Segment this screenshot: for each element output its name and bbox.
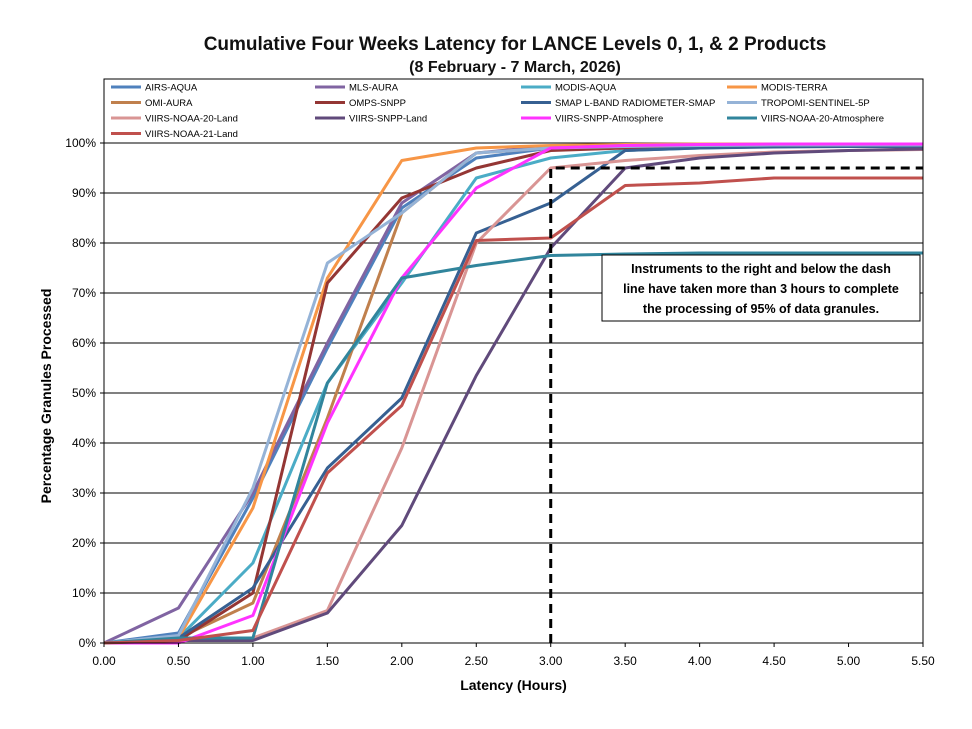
legend-item: OMI-AURA [111, 98, 193, 109]
series-line-viirs-snpp-atmosphere [104, 142, 923, 645]
legend-item: VIIRS-NOAA-21-Land [111, 129, 238, 140]
y-tick-label: 20% [72, 536, 96, 550]
legend-item: VIIRS-SNPP-Atmosphere [521, 114, 663, 125]
y-tick-label: 30% [72, 486, 96, 500]
x-tick-label: 5.00 [837, 654, 861, 668]
legend-label: VIIRS-NOAA-20-Land [145, 114, 238, 125]
y-axis-label: Percentage Granules Processed [38, 289, 54, 504]
legend-item: MLS-AURA [315, 83, 399, 94]
series-line-modis-aqua [103, 143, 924, 645]
axes: 0% 10% 20% 30% 40% 50% 60% 70% 80% 90% 100% 0.00 0.5… [38, 78, 935, 693]
legend-item: TROPOMI-SENTINEL-5P [727, 98, 870, 109]
annotation-box [601, 254, 921, 322]
plot-frame [103, 78, 924, 644]
x-tick-label: 0.00 [92, 654, 116, 668]
legend: AIRS-AQUA MLS-AURA MODIS-AQUA MODIS-TERRA OM… [111, 83, 884, 140]
threshold-line [549, 166, 923, 643]
x-tick-label: 1.00 [241, 654, 265, 668]
annotation: Instruments to the right and below the d… [601, 254, 921, 322]
series-lines [103, 142, 924, 645]
y-tick-label: 0% [79, 636, 97, 650]
x-tick-label: 0.50 [167, 654, 191, 668]
legend-label: MODIS-TERRA [761, 83, 828, 94]
x-axis-label: Latency (Hours) [460, 677, 567, 693]
x-tick-label: 3.50 [614, 654, 638, 668]
legend-label: AIRS-AQUA [145, 83, 198, 94]
legend-item: VIIRS-SNPP-Land [315, 114, 427, 125]
x-tick-label: 4.50 [762, 654, 786, 668]
y-tick-label: 40% [72, 436, 96, 450]
legend-label: OMI-AURA [145, 98, 193, 109]
legend-label: VIIRS-NOAA-20-Atmosphere [761, 114, 884, 125]
legend-label: VIIRS-SNPP-Land [349, 114, 427, 125]
legend-label: VIIRS-SNPP-Atmosphere [555, 114, 663, 125]
legend-label: OMPS-SNPP [349, 98, 406, 109]
x-tick-label: 2.50 [465, 654, 489, 668]
y-tick-label: 90% [72, 186, 96, 200]
legend-item: SMAP L-BAND RADIOMETER-SMAP [521, 98, 715, 109]
legend-label: MODIS-AQUA [555, 83, 617, 94]
x-tick-label: 3.00 [539, 654, 563, 668]
legend-item: VIIRS-NOAA-20-Land [111, 114, 238, 125]
legend-item: VIIRS-NOAA-20-Atmosphere [727, 114, 884, 125]
annotation-text: the processing of 95% of data granules. [643, 302, 879, 316]
legend-label: TROPOMI-SENTINEL-5P [761, 98, 870, 109]
y-tick-label: 70% [72, 286, 96, 300]
y-tick-label: 50% [72, 386, 96, 400]
legend-item: MODIS-AQUA [521, 83, 617, 94]
y-tick-label: 10% [72, 586, 96, 600]
x-tick-label: 5.50 [911, 654, 935, 668]
threshold-dash-line [549, 166, 923, 643]
series-line-omps-snpp [103, 145, 923, 645]
series-line-smap-l-band-radiometer-smap [103, 145, 923, 645]
series-line-viirs-noaa-21-land [103, 176, 923, 645]
series-line-tropomi-sentinel-5p [103, 143, 923, 645]
y-tick-label: 100% [65, 136, 96, 150]
legend-label: SMAP L-BAND RADIOMETER-SMAP [555, 98, 715, 109]
series-line-viirs-noaa-20-atmosphere [103, 251, 923, 645]
x-tick-label: 4.00 [688, 654, 712, 668]
chart-title: Cumulative Four Weeks Latency for LANCE … [203, 34, 827, 55]
legend-label: MLS-AURA [349, 83, 399, 94]
legend-label: VIIRS-NOAA-21-Land [145, 129, 238, 140]
x-tick-label: 1.50 [316, 654, 340, 668]
x-tick-label: 2.00 [390, 654, 414, 668]
legend-item: OMPS-SNPP [315, 98, 406, 109]
y-tick-label: 80% [72, 236, 96, 250]
y-tick-label: 60% [72, 336, 96, 350]
legend-item: MODIS-TERRA [727, 83, 828, 94]
series-line-viirs-snpp-land [103, 147, 924, 645]
legend-item: AIRS-AQUA [111, 83, 198, 94]
chart-subtitle: (8 February - 7 March, 2026) [409, 59, 621, 76]
series-line-viirs-noaa-20-land [103, 148, 924, 645]
annotation-text: line have taken more than 3 hours to com… [623, 282, 899, 296]
annotation-text: Instruments to the right and below the d… [631, 262, 891, 276]
